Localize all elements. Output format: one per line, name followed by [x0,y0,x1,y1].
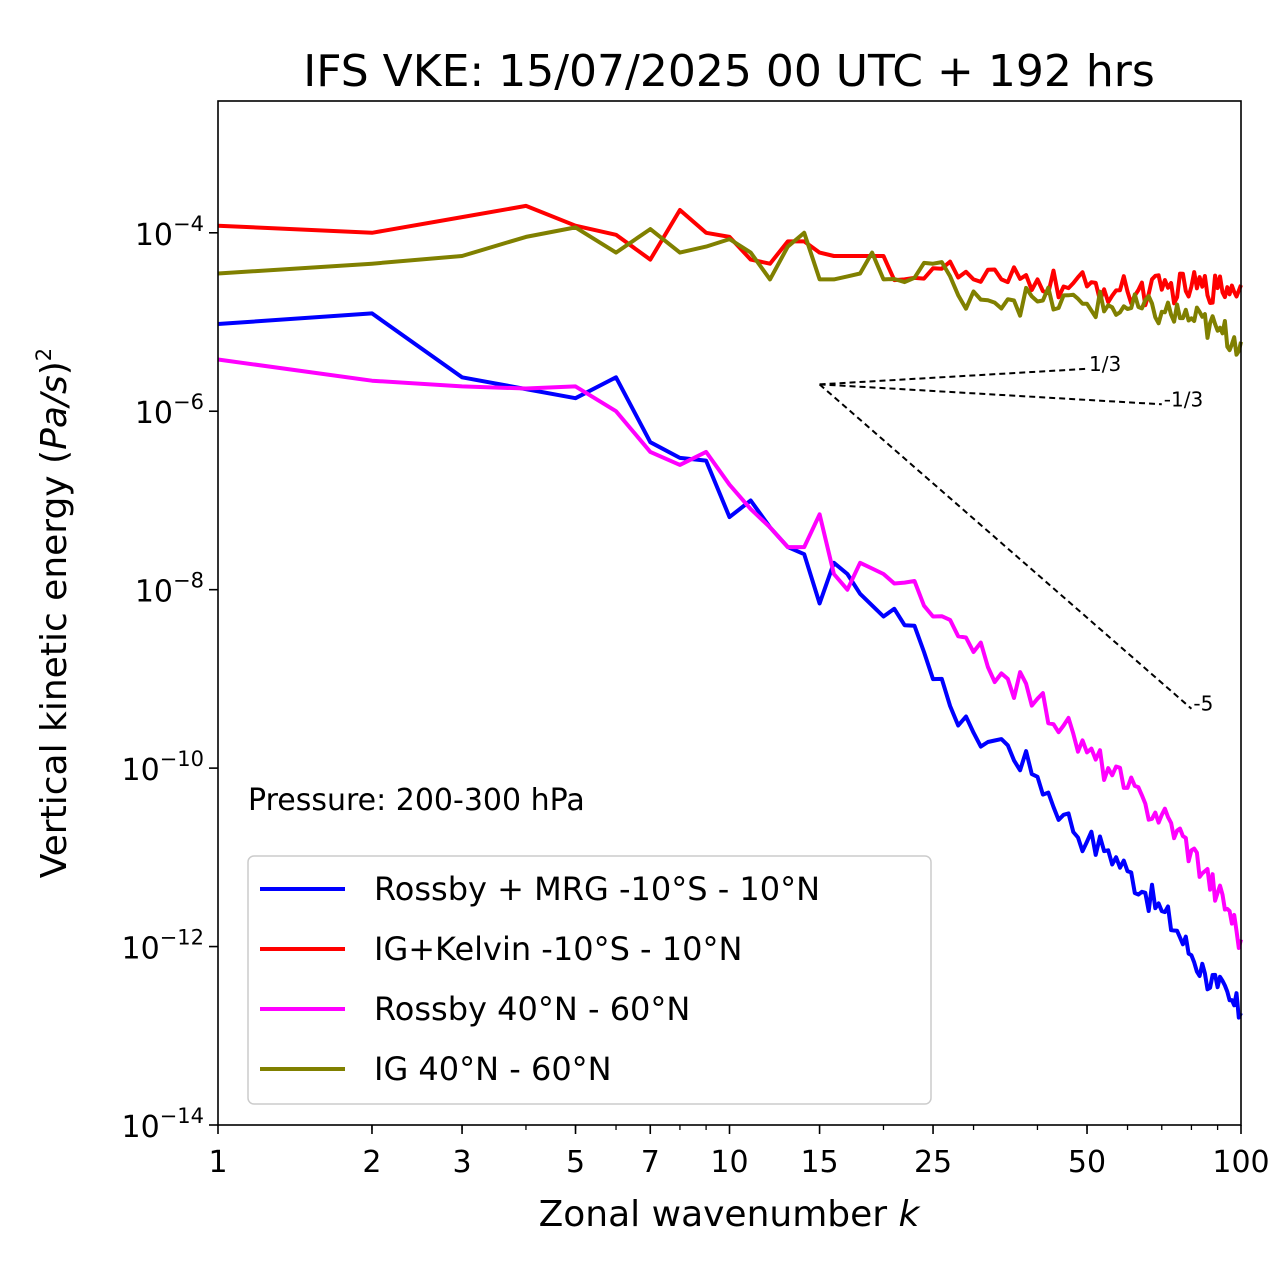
y-axis-label: Vertical kinetic energy (Pa/s)2 [32,348,75,878]
slope-line-1 [819,383,1162,406]
series-layer [217,203,1243,1020]
series-line-2 [217,357,1243,950]
slope-label-2: -5 [1193,692,1213,716]
x-tick-label: 2 [362,1145,381,1180]
legend-entries: Rossby + MRG -10°S - 10°N IG+Kelvin -10°S… [260,870,820,1088]
chart-title: IFS VKE: 15/07/2025 00 UTC + 192 hrs [303,46,1155,97]
slope-label-0: 1/3 [1089,352,1121,376]
series-line-1 [217,203,1243,308]
legend-label: IG 40°N - 60°N [374,1050,612,1088]
x-tick-label: 1 [208,1145,227,1180]
y-tick-label: 10−6 [135,390,204,431]
legend: Rossby + MRG -10°S - 10°N IG+Kelvin -10°S… [247,855,932,1105]
y-tick-label: 10−8 [135,569,204,610]
series-line-0 [217,311,1243,1020]
legend-box [247,855,932,1105]
x-tick-label: 25 [914,1145,952,1180]
reference-slopes: 1/3 -1/3 -5 [818,352,1213,716]
y-tick-label: 10−12 [121,926,204,967]
series-line-3 [217,225,1243,357]
x-tick-label: 100 [1212,1145,1269,1180]
legend-label: Rossby 40°N - 60°N [374,990,690,1028]
slope-line-2 [818,383,1193,710]
legend-label: IG+Kelvin -10°S - 10°N [374,930,742,968]
x-tick-label: 5 [566,1145,585,1180]
slope-line-0 [819,367,1088,386]
legend-label: Rossby + MRG -10°S - 10°N [374,870,820,908]
x-tick-label: 10 [710,1145,748,1180]
x-tick-label: 7 [641,1145,660,1180]
pressure-annotation: Pressure: 200-300 hPa [248,783,585,818]
x-tick-label: 15 [800,1145,838,1180]
x-tick-label: 50 [1068,1145,1106,1180]
y-tick-label: 10−10 [121,747,204,788]
x-axis-ticks: 1 2 3 5 7 10 15 25 50 100 [208,1125,1270,1180]
x-axis-label: Zonal wavenumber k [539,1194,922,1235]
slope-label-1: -1/3 [1164,387,1203,411]
y-tick-label: 10−14 [121,1104,204,1145]
x-tick-label: 3 [453,1145,472,1180]
y-axis-ticks: 10−14 10−12 10−10 10−8 10−6 10−4 [121,212,218,1145]
y-tick-label: 10−4 [135,212,204,253]
